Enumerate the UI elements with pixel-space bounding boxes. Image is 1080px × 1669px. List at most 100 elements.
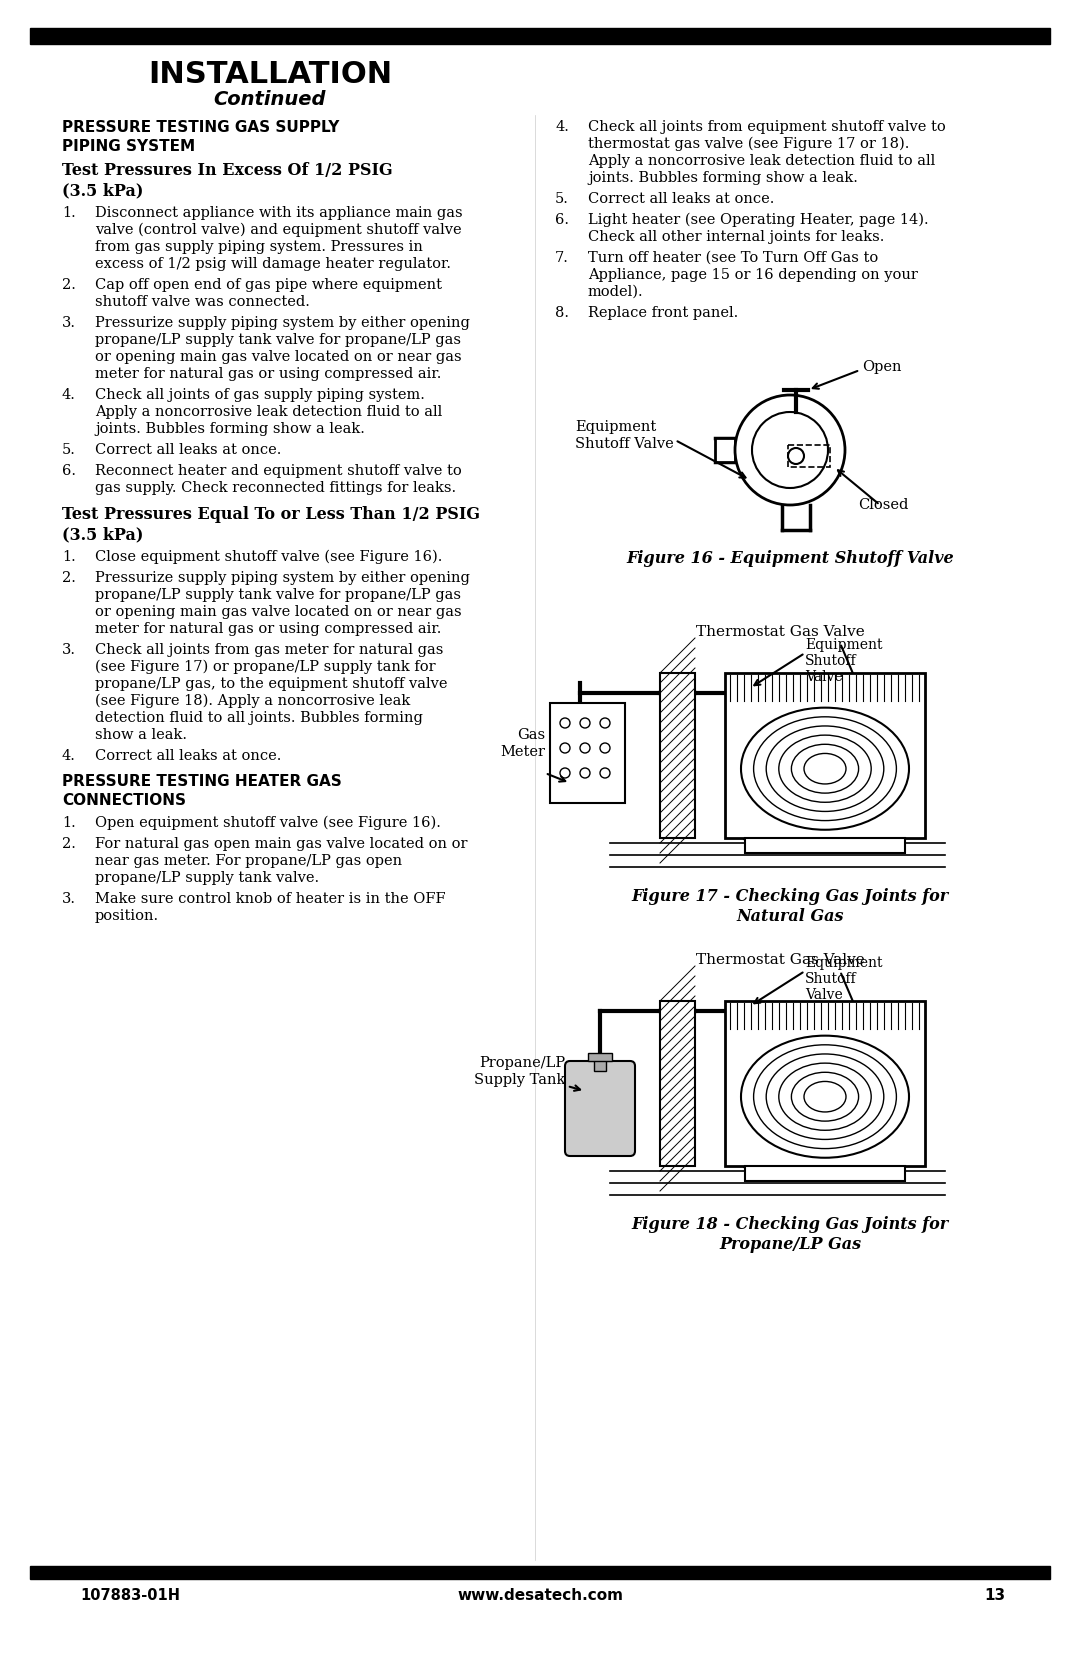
- Text: Figure 18 - Checking Gas Joints for
Propane/LP Gas: Figure 18 - Checking Gas Joints for Prop…: [632, 1217, 948, 1253]
- Text: Apply a noncorrosive leak detection fluid to all: Apply a noncorrosive leak detection flui…: [588, 154, 935, 169]
- Text: near gas meter. For propane/LP gas open: near gas meter. For propane/LP gas open: [95, 855, 402, 868]
- Text: Pressurize supply piping system by either opening: Pressurize supply piping system by eithe…: [95, 315, 470, 330]
- Text: 3.: 3.: [62, 315, 76, 330]
- Text: Figure 17 - Checking Gas Joints for
Natural Gas: Figure 17 - Checking Gas Joints for Natu…: [632, 888, 948, 925]
- Text: Open equipment shutoff valve (see Figure 16).: Open equipment shutoff valve (see Figure…: [95, 816, 441, 831]
- Text: For natural gas open main gas valve located on or: For natural gas open main gas valve loca…: [95, 836, 468, 851]
- Bar: [725, 673, 924, 838]
- Text: Pressurize supply piping system by either opening: Pressurize supply piping system by eithe…: [95, 571, 470, 586]
- Text: 1.: 1.: [62, 205, 76, 220]
- Text: INSTALLATION: INSTALLATION: [148, 60, 392, 88]
- Text: meter for natural gas or using compressed air.: meter for natural gas or using compresse…: [95, 623, 442, 636]
- Text: Reconnect heater and equipment shutoff valve to: Reconnect heater and equipment shutoff v…: [95, 464, 462, 477]
- Text: 3.: 3.: [62, 891, 76, 906]
- Text: 7.: 7.: [555, 250, 569, 265]
- Bar: [745, 1167, 905, 1182]
- Text: PIPING SYSTEM: PIPING SYSTEM: [62, 139, 195, 154]
- Text: Correct all leaks at once.: Correct all leaks at once.: [95, 442, 282, 457]
- Text: Closed: Closed: [858, 497, 908, 512]
- Text: www.desatech.com: www.desatech.com: [457, 1587, 623, 1602]
- Text: 2.: 2.: [62, 279, 76, 292]
- Text: joints. Bubbles forming show a leak.: joints. Bubbles forming show a leak.: [588, 170, 858, 185]
- Bar: [30, 1566, 1050, 1579]
- Text: Check all joints from gas meter for natural gas: Check all joints from gas meter for natu…: [95, 643, 444, 658]
- Text: Equipment: Equipment: [805, 956, 882, 970]
- Text: detection fluid to all joints. Bubbles forming: detection fluid to all joints. Bubbles f…: [95, 711, 423, 724]
- Text: Test Pressures Equal To or Less Than 1/2 PSIG: Test Pressures Equal To or Less Than 1/2…: [62, 506, 480, 522]
- Text: 5.: 5.: [555, 192, 569, 205]
- Text: Equipment: Equipment: [805, 638, 882, 653]
- Text: Check all joints of gas supply piping system.: Check all joints of gas supply piping sy…: [95, 387, 424, 402]
- Text: thermostat gas valve (see Figure 17 or 18).: thermostat gas valve (see Figure 17 or 1…: [588, 137, 909, 152]
- Circle shape: [788, 447, 804, 464]
- Text: Valve: Valve: [805, 669, 842, 684]
- Text: Appliance, page 15 or 16 depending on your: Appliance, page 15 or 16 depending on yo…: [588, 269, 918, 282]
- Text: propane/LP supply tank valve for propane/LP gas: propane/LP supply tank valve for propane…: [95, 587, 461, 603]
- Text: 2.: 2.: [62, 836, 76, 851]
- Text: 4.: 4.: [62, 387, 76, 402]
- Text: excess of 1/2 psig will damage heater regulator.: excess of 1/2 psig will damage heater re…: [95, 257, 451, 270]
- FancyBboxPatch shape: [565, 1061, 635, 1157]
- Text: Test Pressures In Excess Of 1/2 PSIG: Test Pressures In Excess Of 1/2 PSIG: [62, 162, 393, 179]
- Text: Correct all leaks at once.: Correct all leaks at once.: [588, 192, 774, 205]
- Text: 6.: 6.: [62, 464, 76, 477]
- Text: 4.: 4.: [555, 120, 569, 134]
- Text: Correct all leaks at once.: Correct all leaks at once.: [95, 749, 282, 763]
- Text: valve (control valve) and equipment shutoff valve: valve (control valve) and equipment shut…: [95, 224, 461, 237]
- Text: PRESSURE TESTING GAS SUPPLY: PRESSURE TESTING GAS SUPPLY: [62, 120, 339, 135]
- Text: joints. Bubbles forming show a leak.: joints. Bubbles forming show a leak.: [95, 422, 365, 436]
- Text: shutoff valve was connected.: shutoff valve was connected.: [95, 295, 310, 309]
- Text: from gas supply piping system. Pressures in: from gas supply piping system. Pressures…: [95, 240, 423, 254]
- Bar: [588, 1053, 612, 1061]
- Text: CONNECTIONS: CONNECTIONS: [62, 793, 186, 808]
- Text: model).: model).: [588, 285, 644, 299]
- Text: Open: Open: [862, 361, 902, 374]
- Text: (see Figure 17) or propane/LP supply tank for: (see Figure 17) or propane/LP supply tan…: [95, 659, 435, 674]
- Text: Equipment: Equipment: [575, 421, 657, 434]
- Text: gas supply. Check reconnected fittings for leaks.: gas supply. Check reconnected fittings f…: [95, 481, 456, 496]
- Bar: [660, 1001, 696, 1167]
- Text: Thermostat Gas Valve: Thermostat Gas Valve: [696, 953, 864, 966]
- Text: (see Figure 18). Apply a noncorrosive leak: (see Figure 18). Apply a noncorrosive le…: [95, 694, 410, 708]
- Text: Valve: Valve: [805, 988, 842, 1001]
- Bar: [594, 1056, 606, 1071]
- Text: 3.: 3.: [62, 643, 76, 658]
- Text: 1.: 1.: [62, 551, 76, 564]
- Text: Supply Tank: Supply Tank: [474, 1073, 565, 1087]
- Text: position.: position.: [95, 910, 159, 923]
- Text: Replace front panel.: Replace front panel.: [588, 305, 739, 320]
- Text: (3.5 kPa): (3.5 kPa): [62, 526, 144, 542]
- Text: Close equipment shutoff valve (see Figure 16).: Close equipment shutoff valve (see Figur…: [95, 551, 443, 564]
- Text: PRESSURE TESTING HEATER GAS: PRESSURE TESTING HEATER GAS: [62, 774, 341, 789]
- Text: 107883-01H: 107883-01H: [80, 1587, 180, 1602]
- Text: 5.: 5.: [62, 442, 76, 457]
- Bar: [550, 703, 625, 803]
- Text: Check all other internal joints for leaks.: Check all other internal joints for leak…: [588, 230, 885, 244]
- Text: show a leak.: show a leak.: [95, 728, 187, 743]
- Text: propane/LP gas, to the equipment shutoff valve: propane/LP gas, to the equipment shutoff…: [95, 678, 447, 691]
- Bar: [660, 673, 696, 838]
- Bar: [715, 437, 735, 462]
- Text: propane/LP supply tank valve.: propane/LP supply tank valve.: [95, 871, 319, 885]
- Text: 13: 13: [984, 1587, 1005, 1602]
- Circle shape: [752, 412, 828, 487]
- Text: 6.: 6.: [555, 214, 569, 227]
- Text: 2.: 2.: [62, 571, 76, 586]
- Text: Thermostat Gas Valve: Thermostat Gas Valve: [696, 624, 864, 639]
- Text: Continued: Continued: [214, 90, 326, 108]
- Text: Figure 16 - Equipment Shutoff Valve: Figure 16 - Equipment Shutoff Valve: [626, 551, 954, 567]
- Text: or opening main gas valve located on or near gas: or opening main gas valve located on or …: [95, 350, 461, 364]
- Text: or opening main gas valve located on or near gas: or opening main gas valve located on or …: [95, 604, 461, 619]
- Text: Shutoff: Shutoff: [805, 654, 856, 668]
- Text: 8.: 8.: [555, 305, 569, 320]
- Text: Apply a noncorrosive leak detection fluid to all: Apply a noncorrosive leak detection flui…: [95, 406, 442, 419]
- Circle shape: [735, 396, 845, 506]
- Bar: [788, 446, 831, 467]
- Text: Gas: Gas: [517, 728, 545, 743]
- Text: Make sure control knob of heater is in the OFF: Make sure control knob of heater is in t…: [95, 891, 446, 906]
- Text: Cap off open end of gas pipe where equipment: Cap off open end of gas pipe where equip…: [95, 279, 442, 292]
- Text: Turn off heater (see To Turn Off Gas to: Turn off heater (see To Turn Off Gas to: [588, 250, 878, 265]
- Text: Meter: Meter: [500, 744, 545, 759]
- Bar: [745, 838, 905, 853]
- Bar: [30, 28, 1050, 43]
